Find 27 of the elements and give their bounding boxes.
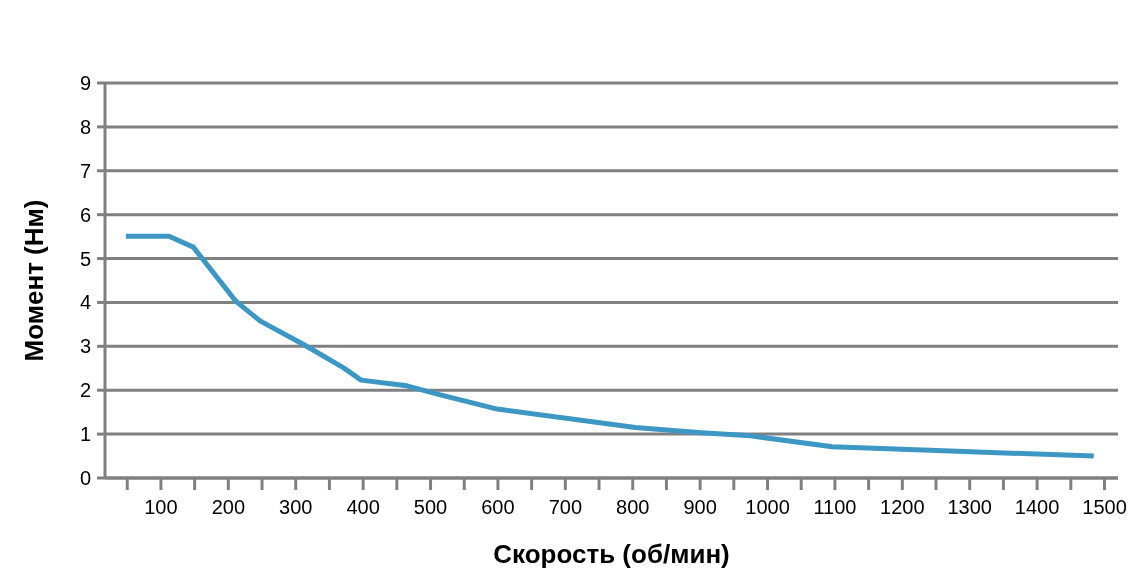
x-tick-label: 1500 xyxy=(1082,496,1127,518)
y-tick-label: 3 xyxy=(79,335,91,358)
x-tick-label: 800 xyxy=(616,496,650,518)
y-tick-label: 4 xyxy=(79,291,91,314)
x-tick-label: 500 xyxy=(413,496,448,518)
x-tick-label: 1400 xyxy=(1014,496,1060,518)
x-tick-label: 1000 xyxy=(745,496,790,518)
x-tick-label: 200 xyxy=(211,496,246,518)
x-tick-label: 1100 xyxy=(813,496,857,518)
x-axis-title: Скорость (об/мин) xyxy=(493,539,730,569)
y-tick-label: 1 xyxy=(79,423,91,446)
x-tick-label: 600 xyxy=(481,496,515,518)
x-tick-label: 300 xyxy=(279,496,313,518)
x-tick-label: 100 xyxy=(144,496,178,518)
x-tick-label: 1300 xyxy=(947,496,992,518)
y-axis-title: Момент (Нм) xyxy=(19,199,49,362)
x-tick-label: 900 xyxy=(683,496,717,518)
y-tick-label: 9 xyxy=(79,72,91,94)
x-tick-label: 400 xyxy=(346,496,380,518)
x-tick-label: 1200 xyxy=(880,496,925,518)
y-tick-label: 8 xyxy=(79,115,91,138)
y-tick-label: 0 xyxy=(79,467,91,489)
y-tick-label: 7 xyxy=(79,159,91,182)
y-tick-label: 6 xyxy=(79,203,91,226)
x-tick-label: 700 xyxy=(548,496,583,518)
y-tick-label: 2 xyxy=(79,379,91,402)
y-tick-label: 5 xyxy=(79,247,91,270)
